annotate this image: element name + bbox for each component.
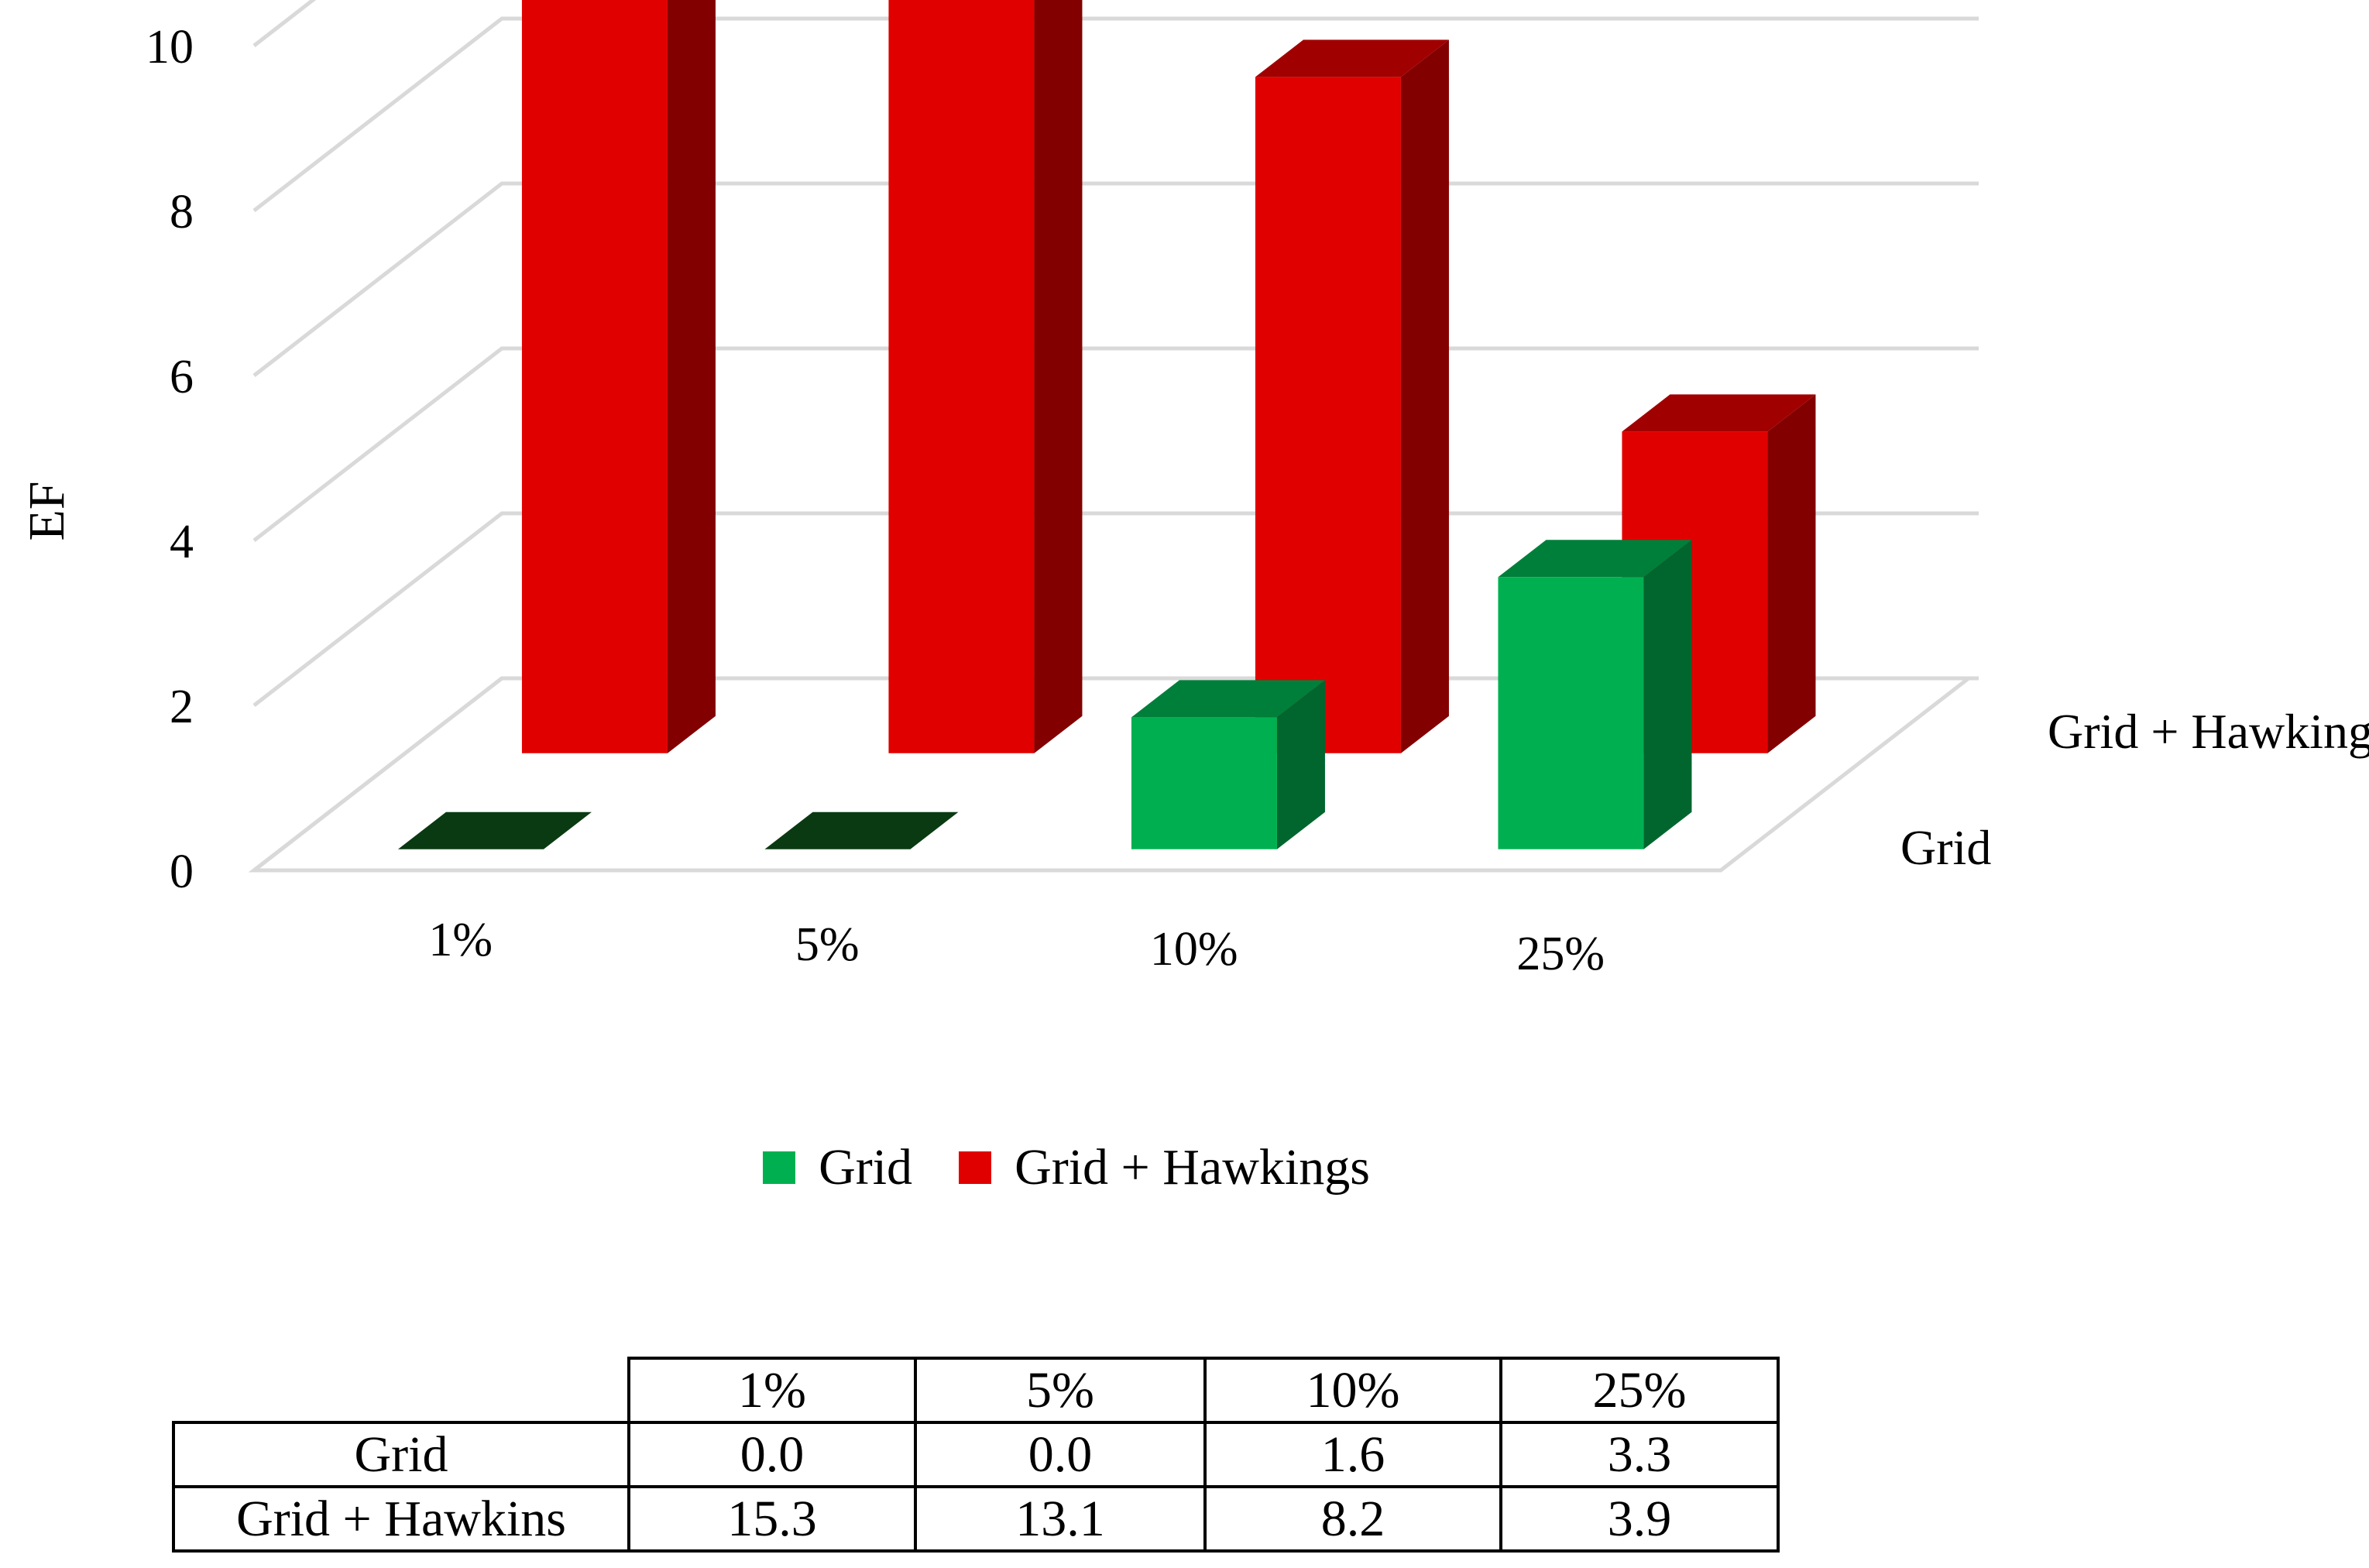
table-row-label: Grid + Hawkins [172,1485,630,1553]
table-cell: 3.3 [1499,1421,1780,1488]
bar-side [1643,540,1692,849]
table-cell: 8.2 [1203,1485,1502,1553]
bar [888,0,1083,753]
x-tick-label: 10% [1150,923,1238,976]
bar-top [1255,39,1449,77]
table-corner-cell [173,1358,630,1424]
gridline [252,181,1979,377]
bar-side [667,0,716,753]
bar-front [888,0,1035,753]
bar [521,0,716,753]
bar-side [1034,0,1083,753]
bar-front [1498,577,1644,849]
series-depth-label: Grid [1900,820,1991,875]
bar-side [1767,394,1816,753]
bar [1131,680,1325,849]
bar-top [1498,540,1692,578]
table-cell: 13.1 [914,1485,1207,1553]
table-header-cell: 25% [1499,1357,1780,1424]
table-header-row: 1% 5% 10% 25% [173,1357,1780,1424]
legend-swatch-grid-hawkings [959,1151,992,1184]
y-tick-label: 4 [170,516,194,568]
bar-top [397,811,592,849]
legend-swatch-grid [763,1151,796,1184]
bar [397,811,592,849]
table-cell: 0.0 [914,1421,1207,1488]
bar-side [1276,680,1325,849]
y-axis-label: EF [19,481,75,540]
table-header-cell: 5% [914,1357,1207,1424]
x-tick-label: 25% [1516,928,1605,980]
gridline [252,346,1979,542]
legend-item-grid-hawkings: Grid + Hawkings [959,1138,1370,1197]
gridline [252,0,317,47]
y-tick-label: 8 [170,186,194,238]
legend: Grid Grid + Hawkings [0,1138,2133,1197]
chart-floor [248,676,1975,873]
x-tick-labels: 1% 5% 10% 25% [428,914,1605,980]
gridline [252,511,1979,707]
bar [764,811,959,849]
bar [1498,540,1692,849]
table-cell: 1.6 [1203,1421,1502,1488]
bar-front [1255,77,1401,753]
legend-label-grid: Grid [819,1139,913,1196]
table-row: Grid + Hawkins 15.3 13.1 8.2 3.9 [172,1485,1780,1553]
bar-side [1400,39,1449,753]
bar [1255,39,1449,753]
table-cell: 0.0 [627,1421,917,1488]
table-header-cell: 1% [627,1357,917,1424]
table-row-label: Grid [172,1421,630,1488]
y-tick-labels: 0246810121416 [146,21,194,898]
y-tick-label: 10 [146,21,194,74]
gridline [252,16,1979,212]
table-row: Grid 0.0 0.0 1.6 3.3 [172,1421,1780,1488]
bar-front [521,0,668,753]
y-tick-label: 0 [170,846,194,898]
bar-front [1131,717,1277,849]
table-cell: 15.3 [627,1485,917,1553]
bar-top [764,811,959,849]
legend-label-grid-hawkings: Grid + Hawkings [1015,1139,1370,1196]
legend-item-grid: Grid [763,1138,912,1197]
floor-outline [248,676,1975,873]
x-tick-label: 5% [795,918,860,971]
table-header-cell: 10% [1203,1357,1502,1424]
data-table: 1% 5% 10% 25% Grid 0.0 0.0 1.6 3.3 Grid … [172,1357,1780,1553]
bar-top [1131,680,1325,718]
y-tick-label: 6 [170,351,194,403]
table-cell: 3.9 [1499,1485,1780,1553]
series-depth-labels: Grid Grid + Hawkings [1900,704,2369,875]
x-tick-label: 1% [428,914,493,966]
bars [397,0,1816,849]
y-tick-label: 2 [170,681,194,733]
bar-top [1622,394,1816,432]
series-depth-label: Grid + Hawkings [2048,704,2369,759]
